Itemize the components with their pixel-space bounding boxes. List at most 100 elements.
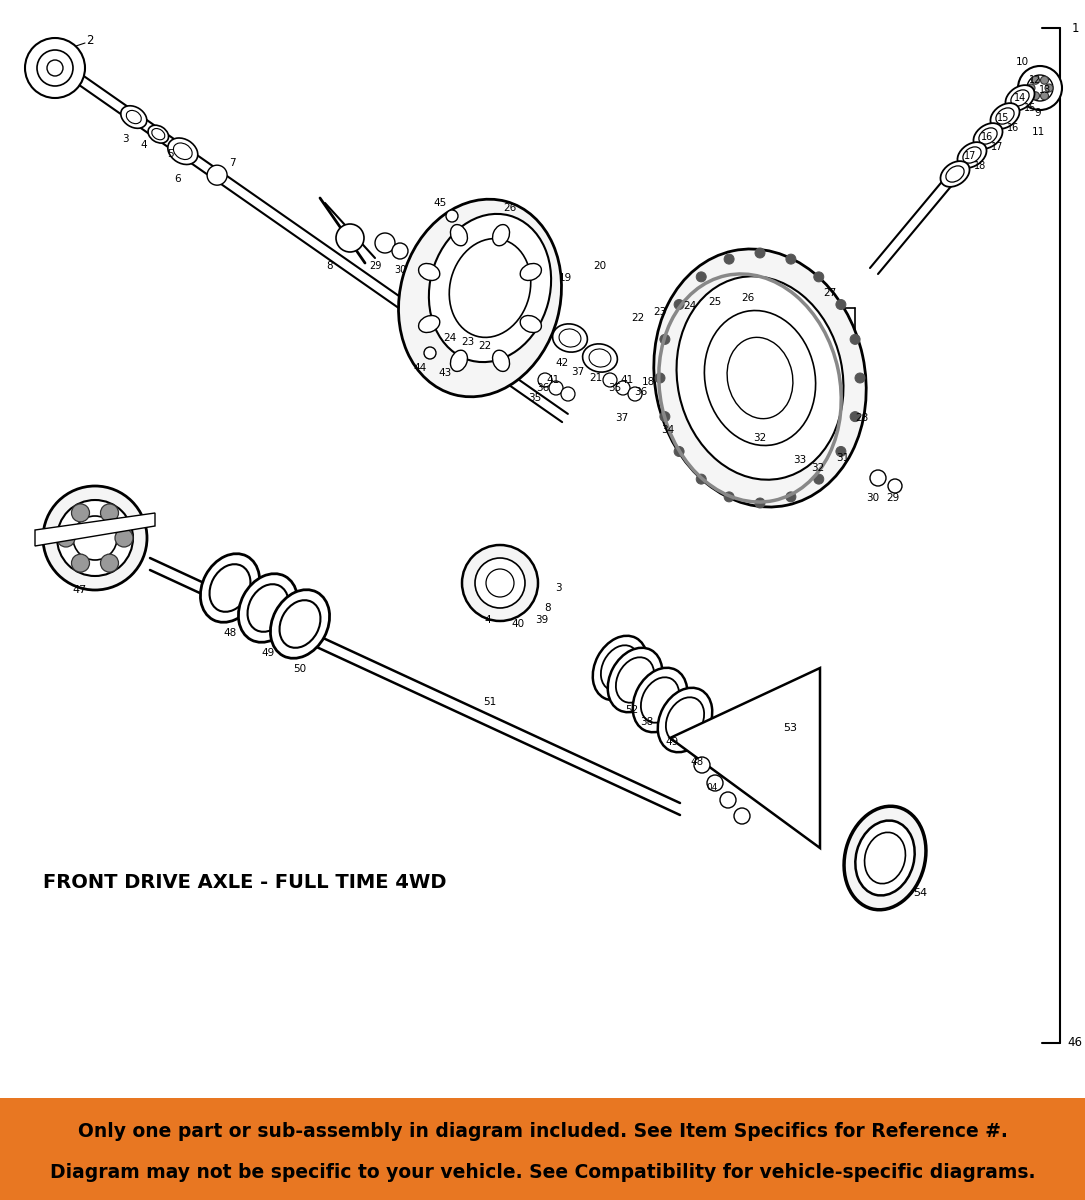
Text: 16: 16 xyxy=(1007,122,1019,133)
Ellipse shape xyxy=(201,553,259,623)
Text: 17: 17 xyxy=(991,142,1004,152)
Circle shape xyxy=(58,500,133,576)
Circle shape xyxy=(47,60,63,76)
Text: FRONT DRIVE AXLE - FULL TIME 4WD: FRONT DRIVE AXLE - FULL TIME 4WD xyxy=(43,874,447,893)
Circle shape xyxy=(43,486,146,590)
Text: 15: 15 xyxy=(997,113,1009,122)
Circle shape xyxy=(694,757,710,773)
Ellipse shape xyxy=(174,143,192,160)
Text: 41: 41 xyxy=(621,374,634,385)
Text: 18: 18 xyxy=(974,161,986,170)
Text: 33: 33 xyxy=(793,455,806,464)
Ellipse shape xyxy=(727,337,793,419)
Text: 3: 3 xyxy=(554,583,561,593)
Text: 4: 4 xyxy=(140,140,148,150)
Ellipse shape xyxy=(641,677,679,722)
Text: 30: 30 xyxy=(867,493,880,503)
Text: 29: 29 xyxy=(886,493,899,503)
Circle shape xyxy=(375,233,395,253)
Ellipse shape xyxy=(120,106,146,128)
Text: 40: 40 xyxy=(511,619,524,629)
Ellipse shape xyxy=(601,646,639,691)
Text: 21: 21 xyxy=(589,373,602,383)
Circle shape xyxy=(25,38,85,98)
Text: 50: 50 xyxy=(293,664,307,674)
Text: 17: 17 xyxy=(963,151,976,161)
Text: 34: 34 xyxy=(662,425,675,434)
Polygon shape xyxy=(671,668,820,848)
Ellipse shape xyxy=(552,324,587,352)
Ellipse shape xyxy=(973,124,1003,149)
Ellipse shape xyxy=(148,125,168,143)
Circle shape xyxy=(462,545,538,622)
Circle shape xyxy=(1027,74,1054,101)
Circle shape xyxy=(660,335,669,344)
Polygon shape xyxy=(35,512,155,546)
Text: 22: 22 xyxy=(631,313,644,323)
Text: 3: 3 xyxy=(123,134,129,144)
Ellipse shape xyxy=(844,806,926,910)
Ellipse shape xyxy=(1011,90,1030,106)
Circle shape xyxy=(1018,66,1062,110)
Text: 32: 32 xyxy=(812,463,825,473)
Text: Only one part or sub-assembly in diagram included. See Item Specifics for Refere: Only one part or sub-assembly in diagram… xyxy=(77,1122,1008,1141)
Circle shape xyxy=(628,386,642,401)
Circle shape xyxy=(851,335,860,344)
Text: 16: 16 xyxy=(981,132,993,142)
Text: 37: 37 xyxy=(615,413,628,422)
Circle shape xyxy=(1045,84,1054,92)
Text: 29: 29 xyxy=(369,260,381,271)
Ellipse shape xyxy=(493,350,510,372)
Text: 18: 18 xyxy=(641,377,654,386)
Text: 26: 26 xyxy=(741,293,755,302)
Circle shape xyxy=(814,272,824,282)
Text: 39: 39 xyxy=(535,614,549,625)
Ellipse shape xyxy=(559,329,580,347)
Circle shape xyxy=(755,248,765,258)
Circle shape xyxy=(674,300,685,310)
Text: 43: 43 xyxy=(438,368,451,378)
Circle shape xyxy=(674,446,685,456)
Ellipse shape xyxy=(855,821,915,895)
Circle shape xyxy=(115,529,133,547)
Text: 48: 48 xyxy=(690,757,704,767)
Circle shape xyxy=(1027,84,1035,92)
Circle shape xyxy=(660,412,669,421)
Ellipse shape xyxy=(704,311,816,445)
Text: 38: 38 xyxy=(640,716,653,727)
Text: Diagram may not be specific to your vehicle. See Compatibility for vehicle-speci: Diagram may not be specific to your vehi… xyxy=(50,1163,1035,1182)
Text: 53: 53 xyxy=(783,722,797,733)
Text: 1: 1 xyxy=(1071,22,1078,35)
Text: 46: 46 xyxy=(1068,1037,1083,1050)
Ellipse shape xyxy=(979,128,997,144)
Ellipse shape xyxy=(592,636,648,701)
Ellipse shape xyxy=(168,138,197,164)
Ellipse shape xyxy=(152,128,165,139)
Circle shape xyxy=(603,373,617,386)
Circle shape xyxy=(720,792,736,808)
Ellipse shape xyxy=(658,688,712,752)
Circle shape xyxy=(888,479,902,493)
Ellipse shape xyxy=(996,108,1014,124)
Text: 37: 37 xyxy=(572,367,585,377)
Text: 04: 04 xyxy=(706,784,717,792)
Ellipse shape xyxy=(493,224,510,246)
Text: 24: 24 xyxy=(444,332,457,343)
Circle shape xyxy=(1041,77,1048,84)
Text: 23: 23 xyxy=(653,307,666,317)
Ellipse shape xyxy=(589,349,611,367)
Ellipse shape xyxy=(270,589,330,659)
Ellipse shape xyxy=(239,574,297,642)
Circle shape xyxy=(486,569,514,596)
Circle shape xyxy=(870,470,886,486)
Text: 47: 47 xyxy=(73,584,87,595)
FancyBboxPatch shape xyxy=(0,1098,1085,1200)
Circle shape xyxy=(835,446,846,456)
Ellipse shape xyxy=(280,600,320,648)
Text: 4: 4 xyxy=(485,614,492,625)
Ellipse shape xyxy=(247,584,289,632)
Circle shape xyxy=(549,380,563,395)
Ellipse shape xyxy=(520,264,541,281)
Ellipse shape xyxy=(449,239,531,337)
Ellipse shape xyxy=(583,344,617,372)
